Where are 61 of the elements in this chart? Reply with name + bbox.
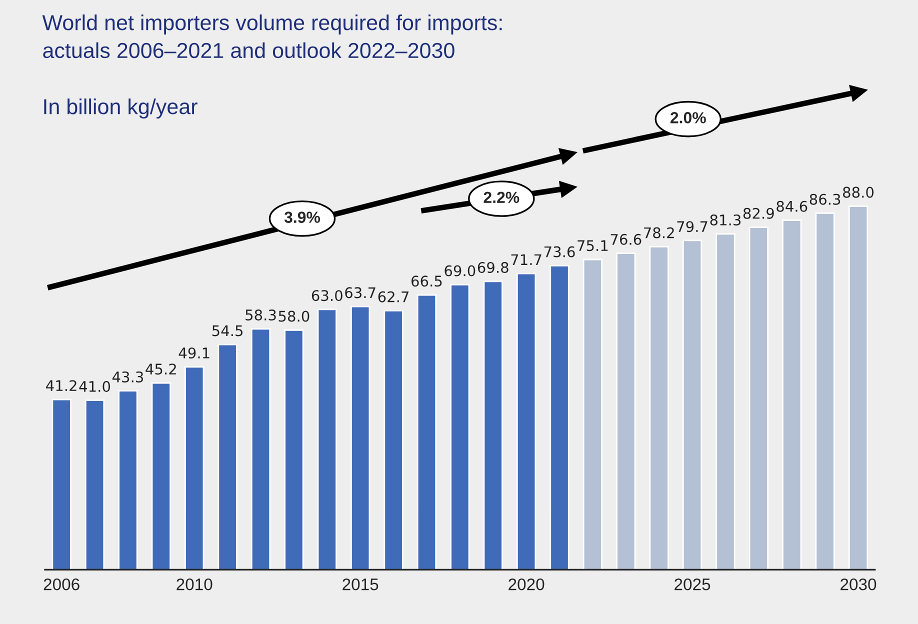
bar (317, 308, 337, 570)
bar (384, 310, 404, 570)
data-label: 69.8 (478, 262, 508, 274)
bar (550, 264, 570, 570)
bar (416, 294, 437, 570)
x-tick-label: 2015 (342, 578, 378, 590)
bar (84, 400, 105, 570)
data-label: 63.0 (312, 290, 342, 302)
bar (716, 233, 736, 570)
bar (848, 206, 868, 570)
data-label: 62.7 (378, 291, 409, 302)
bar (682, 240, 702, 570)
bar (649, 246, 669, 570)
x-tick-label: 2006 (44, 578, 80, 590)
bar (52, 398, 72, 570)
bar (184, 366, 204, 570)
data-label: 45.2 (146, 364, 176, 375)
bar (118, 390, 138, 570)
bar (218, 344, 238, 570)
bar (782, 220, 802, 570)
data-label: 79.7 (677, 221, 708, 232)
x-tick-label: 2020 (508, 578, 544, 590)
bar (350, 306, 370, 570)
bar (815, 212, 835, 570)
data-label: 58.3 (246, 309, 276, 321)
bar (616, 252, 636, 570)
data-label: 75.1 (578, 240, 608, 252)
data-label: 43.3 (112, 371, 144, 382)
x-tick-label: 2030 (840, 578, 876, 590)
text: 2.2% (484, 192, 520, 203)
x-tick-label: 2010 (176, 578, 212, 590)
chart-title: World net importers volume required for imports: actuals 2006–2021 and outlook 2022–2030 (42, 14, 502, 58)
bar (748, 226, 768, 570)
bar (151, 382, 171, 570)
chart-subtitle: In billion kg/year (44, 98, 198, 119)
data-label: 58.0 (278, 310, 310, 322)
data-label: 88.0 (843, 186, 874, 198)
data-label: 69.0 (444, 265, 476, 276)
data-label: 73.6 (544, 246, 575, 258)
bar (582, 258, 603, 570)
data-label: 54.5 (212, 325, 243, 336)
bar (450, 284, 470, 570)
data-label: 49.1 (178, 347, 210, 359)
data-label: 71.7 (511, 254, 542, 265)
data-label: 63.7 (345, 287, 376, 298)
annotation: 3.9% (284, 212, 320, 223)
bar (516, 272, 536, 570)
data-label: 82.9 (743, 208, 774, 219)
data-label: 41.0 (79, 380, 110, 392)
data-label: 76.6 (610, 234, 642, 245)
data-label: 84.6 (776, 200, 808, 212)
data-label: 66.5 (412, 276, 442, 287)
bar (483, 280, 503, 570)
data-label: 78.2 (644, 227, 674, 238)
data-label: 41.2 (46, 380, 76, 391)
bar (284, 329, 304, 570)
data-label: 81.3 (710, 214, 741, 226)
text: 2.0% (670, 112, 706, 124)
data-label: 86.3 (810, 194, 840, 205)
bar (250, 328, 271, 570)
x-tick-label: 2025 (674, 578, 710, 590)
